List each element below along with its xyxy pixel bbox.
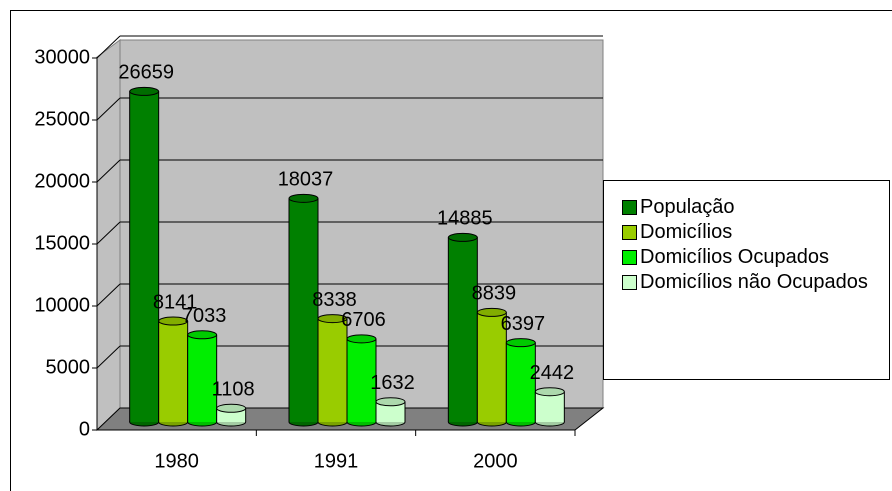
legend-item: População: [622, 195, 889, 219]
bar-top: [158, 316, 189, 326]
legend-label: População: [640, 196, 735, 218]
data-label: 1108: [212, 379, 255, 401]
x-tick-label: 1991: [314, 450, 359, 472]
grid-line: [96, 159, 121, 183]
legend-swatch: [622, 250, 637, 265]
bar-top: [346, 334, 377, 344]
grid-line: [96, 221, 121, 245]
bar: [447, 232, 478, 427]
bar-top: [476, 307, 507, 317]
y-tick-label: 10000: [34, 294, 90, 316]
bar-body: [448, 237, 478, 422]
legend-label: Domicílios Ocupados: [640, 246, 829, 268]
data-label: 1632: [370, 372, 415, 394]
legend-item: Domicílios: [622, 220, 889, 244]
data-label: 8338: [312, 289, 357, 311]
y-tick-label: 30000: [34, 46, 90, 68]
legend-item: Domicílios Ocupados: [622, 245, 889, 269]
grid-line: [96, 35, 121, 59]
bar: [317, 314, 348, 427]
bar-top: [317, 314, 348, 324]
bar-body: [158, 321, 188, 422]
legend-item: Domicílios não Ocupados: [622, 270, 889, 294]
data-label: 18037: [278, 169, 334, 191]
data-label: 2442: [530, 362, 575, 384]
grid-line: [96, 97, 121, 121]
data-label: 8141: [153, 291, 198, 313]
bar: [346, 334, 377, 427]
y-tick-label: 15000: [34, 232, 90, 254]
data-label: 6706: [341, 309, 386, 331]
bar: [288, 193, 319, 427]
legend-swatch: [622, 275, 637, 290]
bar-body: [187, 334, 217, 422]
grid-line: [96, 283, 121, 307]
bar-body: [376, 401, 405, 422]
grid-line: [96, 345, 121, 369]
data-label: 6397: [501, 313, 546, 335]
bar-body: [289, 198, 318, 422]
y-tick-label: 0: [79, 418, 90, 440]
legend-swatch: [622, 225, 637, 240]
bar-body: [347, 338, 376, 422]
bar: [505, 338, 536, 427]
bar-body: [535, 391, 565, 422]
y-tick-label: 5000: [46, 356, 91, 378]
bar: [534, 387, 565, 427]
bar-top: [187, 330, 218, 340]
x-tick-label: 1980: [154, 450, 199, 472]
bar-top: [129, 86, 160, 96]
y-tick-label: 25000: [34, 108, 90, 130]
bar-top: [505, 338, 536, 348]
data-label: 7033: [182, 305, 227, 327]
bar-body: [318, 318, 347, 422]
bar-top: [288, 193, 319, 203]
legend-label: Domicílios não Ocupados: [640, 271, 868, 293]
bar: [216, 403, 247, 427]
data-label: 14885: [437, 208, 493, 230]
x-tick-label: 2000: [473, 450, 518, 472]
legend: População Domicílios Domicílios Ocupados Do…: [603, 180, 890, 380]
legend-swatch: [622, 200, 637, 215]
data-label: 8839: [472, 283, 517, 305]
bar: [375, 397, 406, 427]
legend-label: Domicílios: [640, 221, 733, 243]
y-tick-label: 20000: [34, 170, 90, 192]
bar: [187, 330, 218, 427]
bar-body: [506, 342, 536, 422]
frame: [10, 10, 892, 491]
bar: [158, 316, 189, 427]
data-label: 26659: [118, 62, 174, 84]
bar-top: [447, 232, 478, 242]
bar-top: [375, 397, 406, 407]
side-wall: [96, 39, 121, 432]
bar-body: [129, 91, 159, 422]
bar-top: [534, 387, 565, 397]
bar-body: [477, 312, 507, 422]
bar-top: [216, 403, 247, 413]
bar: [129, 86, 160, 427]
